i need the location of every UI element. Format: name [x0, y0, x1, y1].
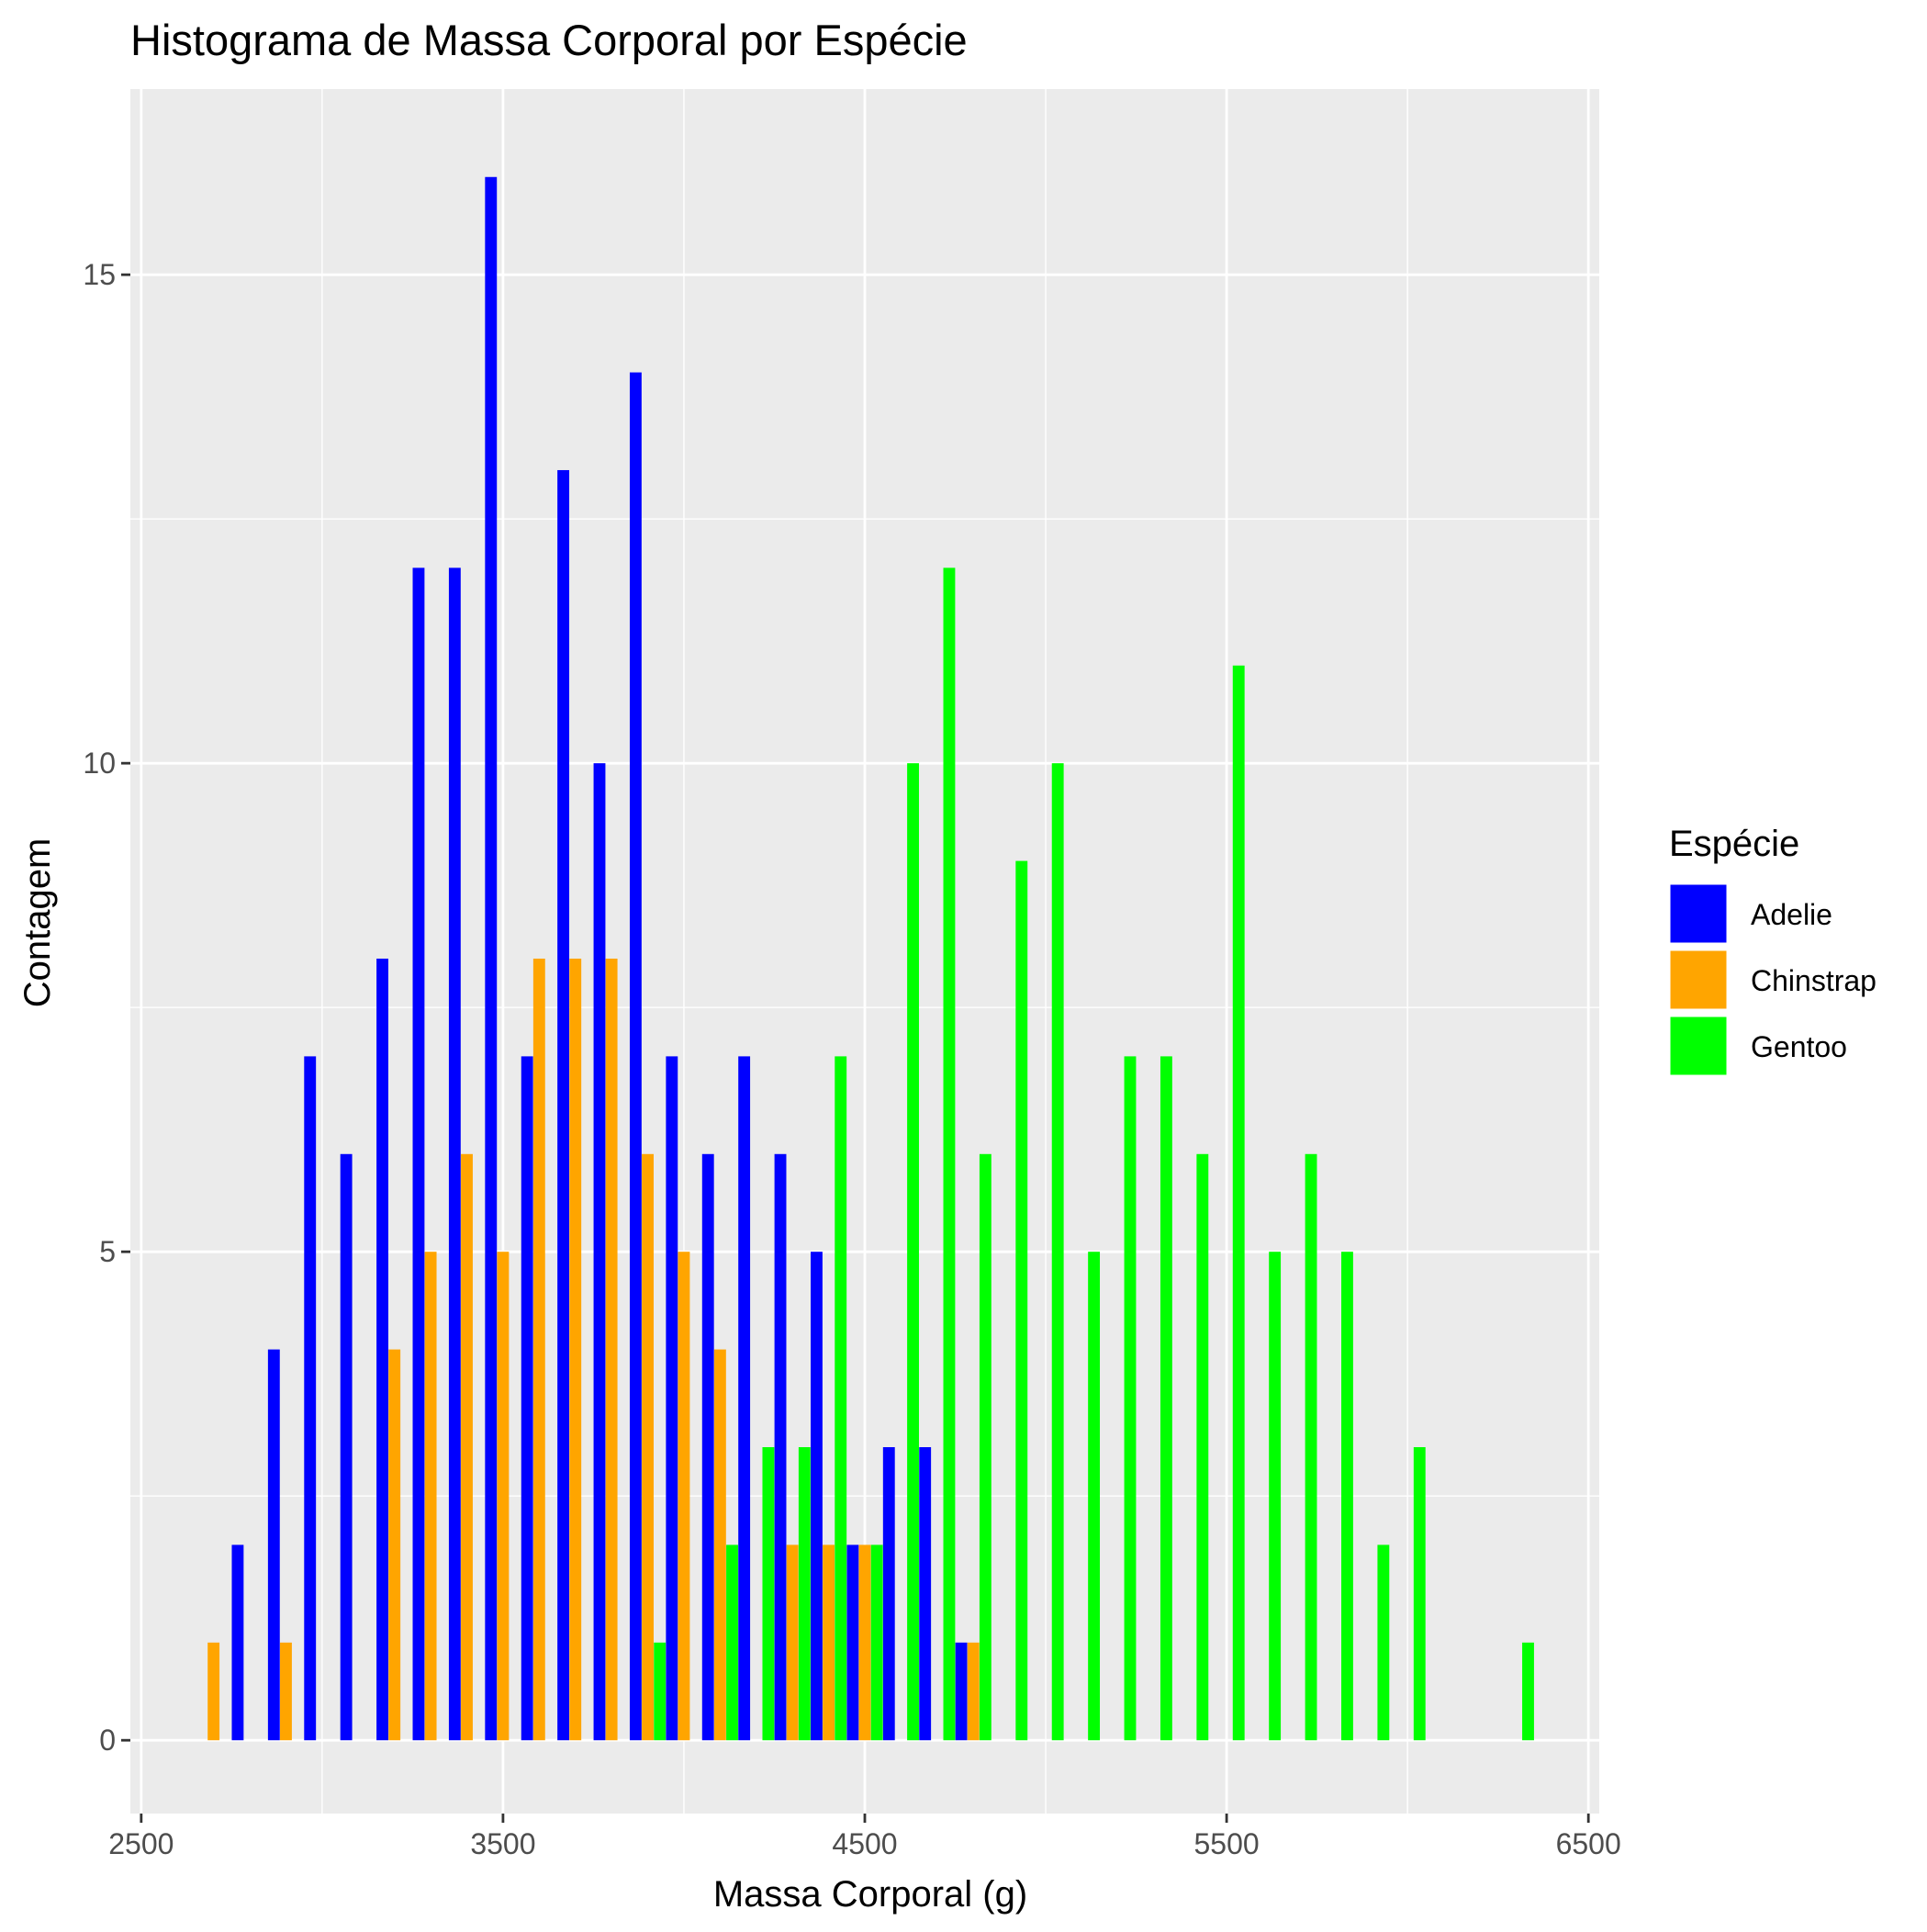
bar-gentoo — [762, 1446, 775, 1741]
x-tick-label: 6500 — [1556, 1827, 1621, 1860]
bar-chinstrap — [388, 1349, 401, 1741]
bar-gentoo — [1088, 1252, 1101, 1741]
bar-chinstrap — [967, 1642, 980, 1741]
bar-adelie — [919, 1446, 932, 1741]
major-gridlines — [130, 89, 1599, 1814]
bar-chinstrap — [280, 1642, 292, 1741]
bar-adelie — [521, 1056, 533, 1741]
bar-chinstrap — [532, 958, 545, 1741]
bar-adelie — [340, 1153, 353, 1741]
bar-gentoo — [1015, 860, 1028, 1741]
legend-key-adelie — [1667, 882, 1730, 946]
bar-adelie — [412, 567, 425, 1741]
x-tick-label: 3500 — [470, 1827, 535, 1860]
x-tick-label: 4500 — [832, 1827, 897, 1860]
bar-adelie — [231, 1544, 244, 1741]
bar-gentoo — [835, 1056, 847, 1741]
bar-gentoo — [870, 1544, 883, 1741]
bar-adelie — [267, 1349, 280, 1741]
bar-chinstrap — [569, 958, 582, 1741]
bar-chinstrap — [713, 1349, 726, 1741]
x-tick-label: 2500 — [108, 1827, 174, 1860]
x-tick-label: 5500 — [1193, 1827, 1259, 1860]
bar-adelie — [738, 1056, 751, 1741]
bar-adelie — [811, 1252, 823, 1741]
bar-chinstrap — [605, 958, 618, 1741]
bar-adelie — [955, 1642, 968, 1741]
bar-adelie — [666, 1056, 678, 1741]
bar-gentoo — [1413, 1446, 1426, 1741]
legend-label-gentoo: Gentoo — [1751, 1030, 1847, 1063]
bar-gentoo — [654, 1642, 667, 1741]
bar-adelie — [882, 1446, 895, 1741]
y-axis-label: Contagem — [17, 838, 58, 1008]
bar-gentoo — [1051, 763, 1064, 1741]
legend-key-gentoo — [1667, 1014, 1730, 1078]
bar-adelie — [557, 469, 570, 1741]
bar-adelie — [485, 176, 498, 1741]
bar-gentoo — [907, 763, 919, 1741]
chart-title: Histograma de Massa Corporal por Espécie — [130, 16, 968, 64]
bar-adelie — [846, 1544, 859, 1741]
bar-adelie — [701, 1153, 714, 1741]
legend-label-adelie: Adelie — [1751, 898, 1832, 931]
bar-gentoo — [1305, 1153, 1317, 1741]
bar-gentoo — [1377, 1544, 1390, 1741]
bar-adelie — [448, 567, 461, 1741]
bar-gentoo — [1160, 1056, 1172, 1741]
bar-adelie — [304, 1056, 317, 1741]
legend-items: Adelie Chinstrap Gentoo — [1667, 882, 1877, 1078]
bar-gentoo — [1341, 1252, 1353, 1741]
bar-adelie — [629, 372, 642, 1741]
bar-adelie — [774, 1153, 787, 1741]
x-axis-label: Massa Corporal (g) — [713, 1874, 1027, 1915]
bar-gentoo — [1232, 665, 1245, 1741]
bar-chinstrap — [678, 1252, 690, 1741]
y-tick-label: 5 — [99, 1235, 116, 1268]
bar-gentoo — [979, 1153, 992, 1741]
bar-chinstrap — [786, 1544, 799, 1741]
bar-chinstrap — [858, 1544, 871, 1741]
bar-chinstrap — [642, 1153, 654, 1741]
legend-label-chinstrap: Chinstrap — [1751, 964, 1877, 997]
bar-chinstrap — [461, 1153, 473, 1741]
legend-key-chinstrap — [1667, 948, 1730, 1012]
legend: Espécie Adelie Chinstrap Gentoo — [1667, 824, 1877, 1078]
bar-chinstrap — [823, 1544, 835, 1741]
bar-adelie — [376, 958, 388, 1741]
x-axis: 2500 3500 4500 5500 6500 — [108, 1814, 1621, 1860]
bar-gentoo — [1124, 1056, 1137, 1741]
bar-gentoo — [726, 1544, 738, 1741]
bar-gentoo — [943, 567, 956, 1741]
bar-gentoo — [1269, 1252, 1282, 1741]
y-tick-label: 10 — [83, 747, 116, 780]
bar-gentoo — [1522, 1642, 1534, 1741]
bar-adelie — [593, 763, 606, 1741]
legend-title: Espécie — [1669, 824, 1799, 864]
y-tick-label: 0 — [99, 1724, 116, 1757]
bars-group — [207, 176, 1534, 1741]
bar-gentoo — [798, 1446, 811, 1741]
y-tick-label: 15 — [83, 258, 116, 291]
y-axis: 0 5 10 15 — [83, 258, 130, 1757]
bar-chinstrap — [424, 1252, 437, 1741]
bar-chinstrap — [497, 1252, 510, 1741]
bar-gentoo — [1196, 1153, 1209, 1741]
bar-chinstrap — [207, 1642, 220, 1741]
